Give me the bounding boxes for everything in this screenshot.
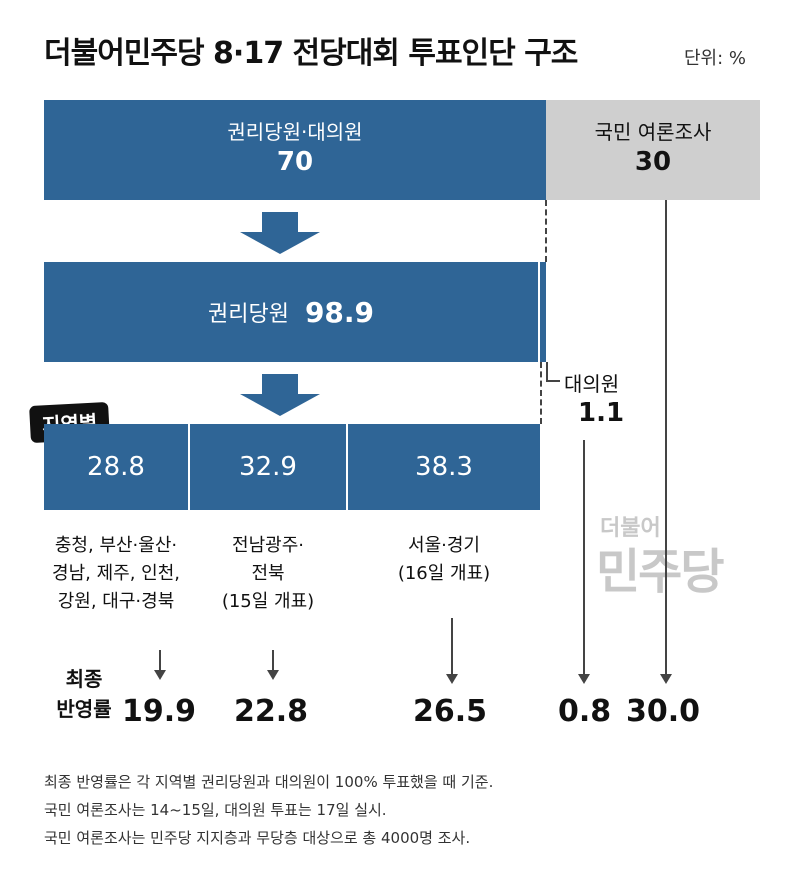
delegates-value: 1.1 (578, 398, 625, 428)
region-box-3: 38.3 (348, 424, 540, 510)
final-value-2: 22.8 (234, 694, 309, 729)
final-value-1: 19.9 (122, 694, 197, 729)
poll-box: 국민 여론조사 30 (546, 100, 760, 200)
region-2-desc: 전남광주· 전북 (15일 개표) (190, 532, 346, 616)
final-value-3: 26.5 (413, 694, 488, 729)
region-2-desc-line: 전남광주· (232, 535, 304, 556)
region-1-value: 28.8 (87, 452, 145, 482)
region-1-desc-line: 충청, 부산·울산· (54, 535, 178, 556)
down-arrow-1-stem (262, 212, 298, 232)
down-arrow-2-stem (262, 374, 298, 394)
region-3-value: 38.3 (415, 452, 473, 482)
region-2-value: 32.9 (239, 452, 297, 482)
final-rate-label-line: 최종 (65, 667, 103, 691)
members-label: 권리당원 (207, 302, 289, 327)
unit-label: 단위: % (684, 48, 747, 69)
watermark-small: 더불어 (600, 516, 661, 541)
region-3-desc: 서울·경기 (16일 개표) (348, 532, 540, 588)
watermark-logo: 민주당 (596, 544, 724, 600)
arrow-line-1 (159, 650, 161, 672)
arrowhead-4-icon (578, 674, 590, 684)
delegates-bracket (546, 362, 560, 382)
arrow-line-2 (272, 650, 274, 672)
arrow-line-4 (583, 440, 585, 676)
dashed-connector-bottom (540, 362, 542, 424)
region-3-desc-line: (16일 개표) (397, 563, 491, 584)
region-box-2: 32.9 (190, 424, 346, 510)
footnotes: 최종 반영률은 각 지역별 권리당원과 대의원이 100% 투표했을 때 기준.… (44, 768, 493, 852)
footnote: 국민 여론조사는 민주당 지지층과 무당층 대상으로 총 4000명 조사. (44, 829, 471, 847)
arrow-line-3 (451, 618, 453, 676)
region-2-desc-line: (15일 개표) (221, 591, 315, 612)
region-3-desc-line: 서울·경기 (408, 535, 480, 556)
arrow-line-5 (665, 200, 667, 676)
arrowhead-3-icon (446, 674, 458, 684)
footnote: 국민 여론조사는 14~15일, 대의원 투표는 17일 실시. (44, 801, 387, 819)
footnote: 최종 반영률은 각 지역별 권리당원과 대의원이 100% 투표했을 때 기준. (44, 773, 494, 791)
region-1-desc-line: 강원, 대구·경북 (57, 591, 175, 612)
region-1-desc-line: 경남, 제주, 인천, (52, 563, 180, 584)
arrowhead-1-icon (154, 670, 166, 680)
region-box-1: 28.8 (44, 424, 188, 510)
poll-label: 국민 여론조사 (594, 120, 712, 144)
final-rate-label: 최종 반영률 (44, 664, 124, 724)
arrowhead-5-icon (660, 674, 672, 684)
delegates-label: 대의원 (564, 372, 620, 396)
final-rate-label-line: 반영률 (56, 697, 112, 721)
delegates-slim-box (540, 262, 546, 362)
down-arrow-2-icon (240, 394, 320, 416)
final-value-4: 0.8 (558, 694, 612, 729)
down-arrow-1-icon (240, 232, 320, 254)
region-2-desc-line: 전북 (251, 563, 285, 584)
members-value: 98.9 (304, 295, 375, 329)
page-title: 더불어민주당 8·17 전당대회 투표인단 구조 (44, 36, 578, 71)
members-box: 권리당원 98.9 (44, 262, 538, 362)
dashed-connector-top (545, 200, 547, 262)
members-delegates-value: 70 (276, 147, 314, 177)
members-delegates-box: 권리당원·대의원 70 (44, 100, 546, 200)
members-delegates-label: 권리당원·대의원 (227, 120, 363, 144)
final-value-5: 30.0 (626, 694, 701, 729)
poll-value: 30 (634, 147, 672, 177)
region-1-desc: 충청, 부산·울산· 경남, 제주, 인천, 강원, 대구·경북 (44, 532, 188, 616)
arrowhead-2-icon (267, 670, 279, 680)
